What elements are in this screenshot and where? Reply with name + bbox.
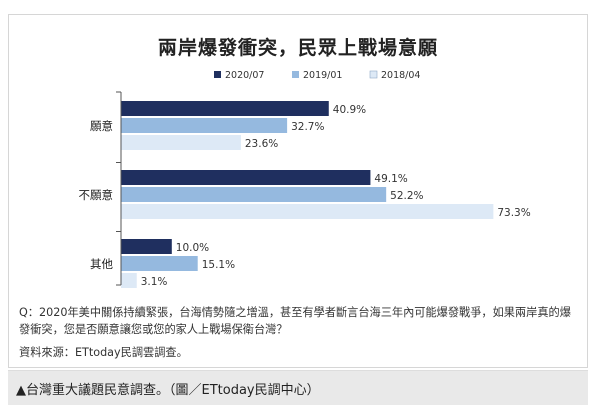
bar-0-2: [121, 135, 241, 150]
legend-swatch-2020-07: [214, 71, 221, 78]
legend-label-2018-04: 2018/04: [381, 70, 420, 81]
bar-value-label: 10.0%: [176, 242, 209, 254]
bar-1-2: [121, 204, 494, 219]
bar-2-0: [121, 239, 172, 254]
chart-title: 兩岸爆發衝突，民眾上戰場意願: [157, 37, 438, 59]
bar-value-label: 49.1%: [374, 173, 407, 185]
bar-value-label: 3.1%: [141, 276, 168, 288]
photo-caption-bar: ▲台灣重大議題民意調查。（圖／ETtoday民調中心）: [8, 370, 588, 405]
category-label: 不願意: [79, 188, 114, 202]
bar-value-label: 23.6%: [245, 138, 278, 150]
legend-swatch-2019-01: [292, 71, 299, 78]
category-label: 其他: [90, 257, 113, 271]
bar-chart: 2020/07 2019/01 2018/04 40.9% 32.7% 23.6% 願意 49…: [79, 70, 531, 288]
bar-1-0: [121, 170, 371, 185]
bar-value-label: 15.1%: [202, 259, 235, 271]
bar-value-label: 73.3%: [497, 207, 530, 219]
bar-2-2: [121, 273, 137, 288]
bar-value-label: 52.2%: [390, 190, 423, 202]
bar-0-0: [121, 101, 329, 116]
survey-question: Q：2020年美中關係持續緊張，台海情勢隨之增溫，甚至有學者斷言台海三年內可能爆…: [19, 306, 571, 336]
bar-0-1: [121, 118, 288, 133]
photo-caption: ▲台灣重大議題民意調查。（圖／ETtoday民調中心）: [16, 383, 320, 398]
legend-label-2019-01: 2019/01: [303, 70, 342, 81]
bar-value-label: 40.9%: [333, 104, 366, 116]
data-source-note: 資料來源：ETtoday民調雲調查。: [19, 346, 188, 359]
bar-1-1: [121, 187, 387, 202]
legend-label-2020-07: 2020/07: [225, 70, 264, 81]
chart-figure: 兩岸爆發衝突，民眾上戰場意願 2020/07 2019/01 2018/04 40.9…: [8, 14, 588, 368]
category-label: 願意: [90, 119, 113, 133]
bar-2-1: [121, 256, 198, 271]
bar-value-label: 32.7%: [291, 121, 324, 133]
legend-swatch-2018-04: [369, 70, 378, 79]
